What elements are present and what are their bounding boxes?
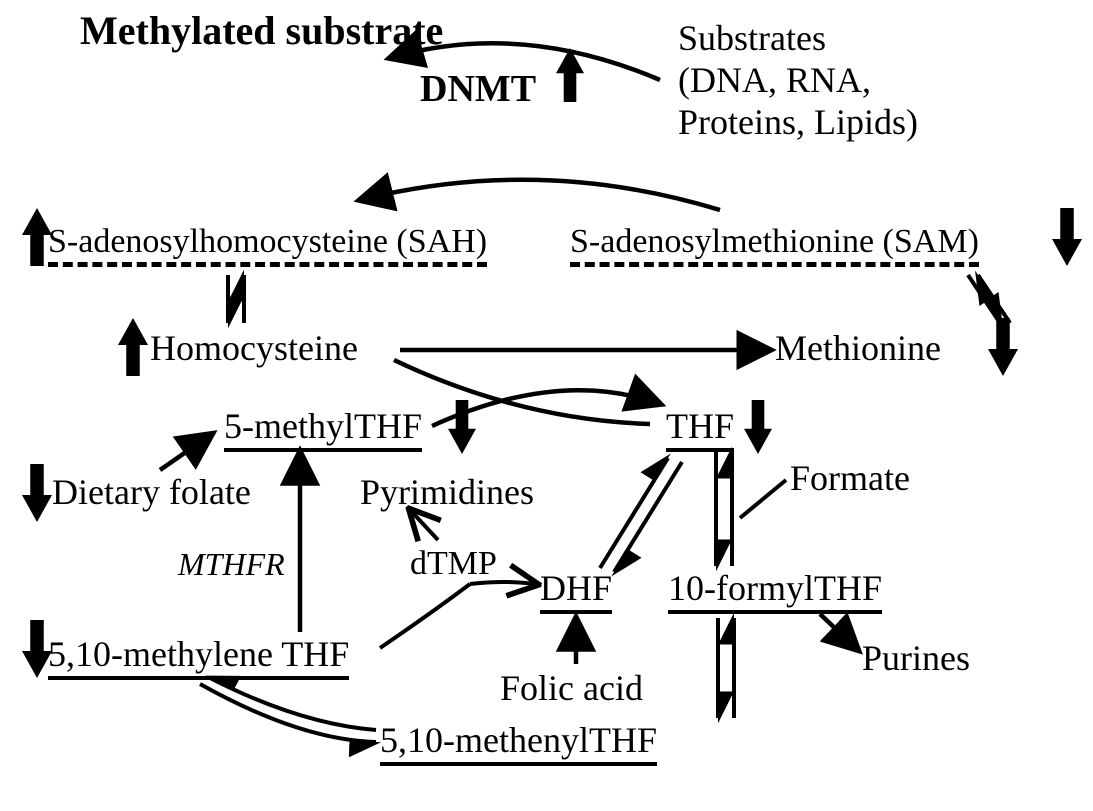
ind-met-down — [988, 318, 1018, 376]
ind-510mthf-down — [22, 620, 52, 678]
ind-sah-up — [22, 208, 52, 266]
diagram-stage: Methylated substrateSubstrates(DNA, RNA,… — [0, 0, 1093, 811]
ind-sam-down — [1052, 208, 1082, 266]
ind-hcy-up — [118, 318, 148, 376]
ind-5mthf-down — [448, 400, 476, 454]
ind-dnmt-up — [556, 48, 584, 102]
indicator-layer — [0, 0, 1093, 811]
ind-thf-down — [744, 400, 772, 454]
ind-dietfolate-down — [22, 464, 52, 522]
